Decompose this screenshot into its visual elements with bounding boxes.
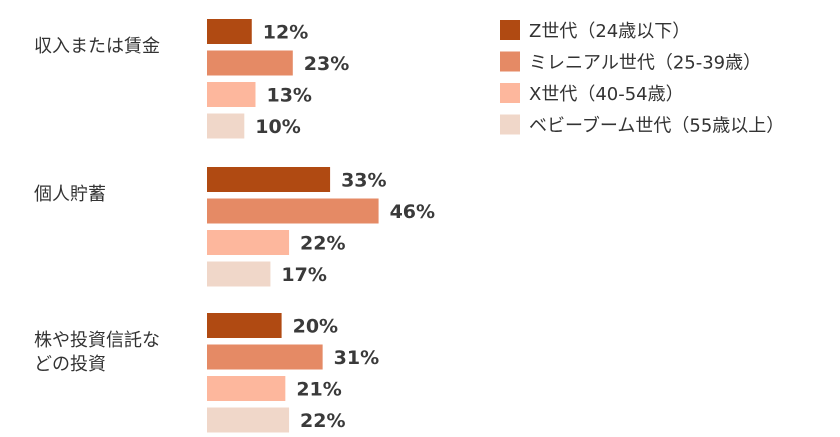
- value-label: 17%: [281, 264, 326, 286]
- value-label: 46%: [390, 201, 435, 223]
- value-label: 31%: [334, 347, 379, 369]
- bar: [207, 167, 331, 192]
- bar: [207, 261, 271, 287]
- legend-label: X世代（40-54歳）: [529, 84, 684, 105]
- bars: [207, 19, 379, 433]
- legend-label: Z世代（24歳以下）: [529, 21, 690, 42]
- bar: [207, 50, 293, 76]
- value-label: 22%: [300, 233, 345, 255]
- value-label: 22%: [300, 410, 345, 432]
- category-label: 株や投資信託などの投資: [34, 330, 160, 375]
- legend-label: ベビーブーム世代（55歳以上）: [529, 115, 784, 137]
- value-label: 23%: [304, 53, 349, 75]
- value-label: 12%: [263, 22, 308, 44]
- bar: [207, 198, 379, 224]
- bar: [207, 407, 290, 433]
- bar: [207, 113, 245, 139]
- legend-label: ミレニアル世代（25-39歳）: [529, 53, 761, 74]
- value-label: 13%: [266, 85, 311, 107]
- bar: [207, 82, 256, 107]
- bar: [207, 313, 282, 338]
- value-labels: 12% 23% 13% 10% 33%46% 22% 17% 20% 31% 21% 22%: [255, 22, 435, 433]
- bar: [207, 344, 323, 370]
- legend: Z世代（24歳以下） ミレニアル世代（25-39歳） X世代（40-54歳） ベビーブ…: [500, 20, 784, 137]
- value-label: 10%: [255, 116, 300, 138]
- legend-swatch: [500, 20, 520, 40]
- value-label: 33%: [341, 170, 386, 192]
- category-label: 収入または賃金: [34, 36, 160, 57]
- legend-swatch: [500, 83, 520, 103]
- legend-swatch: [500, 114, 520, 135]
- bar: [207, 376, 286, 401]
- value-label: 21%: [296, 379, 341, 401]
- bar: [207, 230, 290, 255]
- legend-swatch: [500, 51, 520, 72]
- category-label: 個人貯蓄: [34, 184, 106, 205]
- bar: [207, 19, 252, 44]
- value-label: 20%: [293, 316, 338, 338]
